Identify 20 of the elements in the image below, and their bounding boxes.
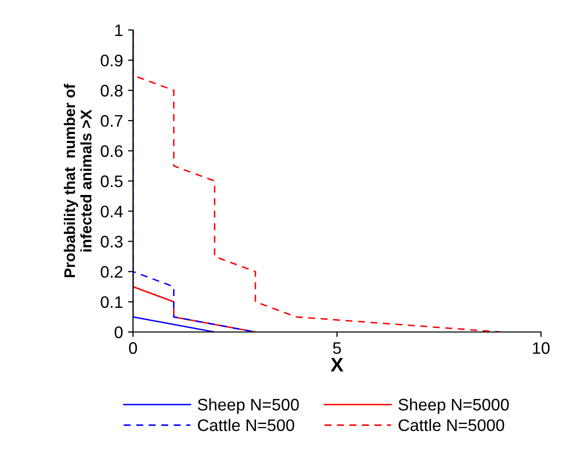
y-tick-label: 0.3 — [100, 236, 123, 248]
y-tick-label: 1 — [115, 24, 122, 36]
y-tick-label: 0.6 — [100, 145, 123, 158]
y-tick-label: 0.7 — [100, 115, 122, 127]
x-tick-label: 10 — [533, 342, 550, 354]
legend-label: Cattle N=5000 — [398, 418, 504, 432]
x-axis-title: X — [330, 358, 344, 372]
x-tick-label: 5 — [333, 342, 341, 354]
legend-label: Cattle N=500 — [198, 418, 294, 432]
y-tick-label: 0.5 — [100, 175, 123, 188]
y-tick-label: 0.4 — [100, 206, 123, 218]
y-tick-label: 0 — [114, 326, 123, 338]
x-tick-label: 0 — [129, 342, 137, 354]
legend-label: Sheep N=5000 — [398, 398, 509, 414]
y-tick-label: 0.9 — [100, 54, 122, 66]
y-axis-title: Probability that number of infected animals >X — [64, 84, 92, 278]
y-tick-label: 0.1 — [100, 296, 122, 308]
y-tick-label: 0.2 — [100, 266, 122, 278]
y-tick-label: 0.8 — [100, 84, 123, 97]
legend-label: Sheep N=500 — [198, 398, 299, 414]
